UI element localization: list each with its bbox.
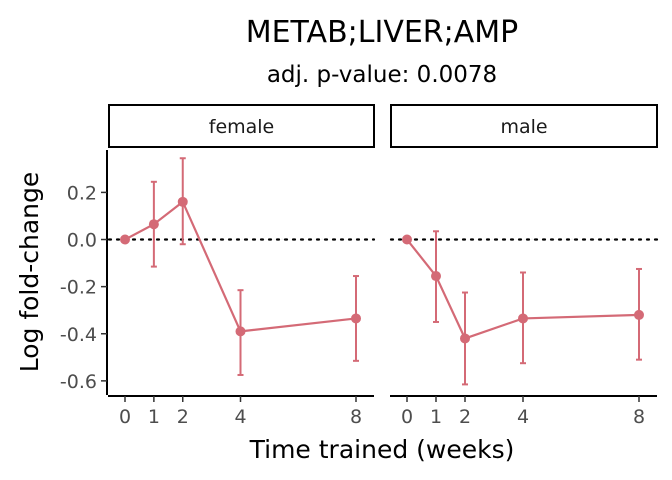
data-point bbox=[634, 309, 644, 320]
x-tick-label: 0 bbox=[401, 406, 413, 428]
facet-strip-label: male bbox=[500, 116, 547, 138]
x-tick-label: 1 bbox=[148, 406, 160, 428]
x-tick-label: 4 bbox=[517, 406, 529, 428]
data-point bbox=[177, 196, 188, 207]
facet-strip bbox=[108, 104, 375, 148]
data-point bbox=[351, 313, 361, 324]
x-tick-label: 8 bbox=[633, 406, 645, 428]
x-tick-label: 2 bbox=[459, 406, 471, 428]
x-tick-label: 2 bbox=[177, 406, 189, 428]
y-tick-label: 0.0 bbox=[67, 230, 97, 252]
x-tick-label: 8 bbox=[350, 406, 362, 428]
x-tick-label: 1 bbox=[430, 406, 442, 428]
facet-panel-female: female 0 1 2 4 8 bbox=[107, 104, 376, 428]
data-point bbox=[235, 326, 246, 337]
chart-title: METAB;LIVER;AMP bbox=[246, 15, 519, 50]
facet-panel-male: male 0 1 2 4 8 bbox=[389, 104, 659, 428]
data-point bbox=[120, 234, 130, 245]
y-tick-label: -0.4 bbox=[60, 324, 97, 346]
x-tick-label: 4 bbox=[234, 406, 246, 428]
y-tick-label: 0.2 bbox=[67, 182, 97, 204]
x-axis-title: Time trained (weeks) bbox=[249, 435, 515, 464]
facet-strip-label: female bbox=[209, 116, 275, 138]
data-point bbox=[460, 333, 470, 344]
y-tick-label: -0.6 bbox=[60, 371, 97, 393]
data-point bbox=[148, 219, 159, 230]
data-point bbox=[431, 271, 441, 282]
data-point bbox=[402, 234, 412, 245]
chart-subtitle: adj. p-value: 0.0078 bbox=[267, 62, 497, 88]
x-tick-label: 0 bbox=[119, 406, 131, 428]
y-axis-title: Log fold-change bbox=[15, 172, 44, 373]
facet-strip bbox=[390, 104, 658, 148]
y-tick-label: -0.2 bbox=[60, 277, 97, 299]
data-point bbox=[518, 313, 528, 324]
